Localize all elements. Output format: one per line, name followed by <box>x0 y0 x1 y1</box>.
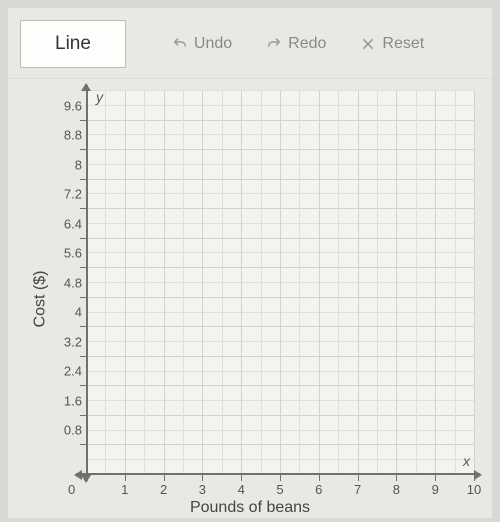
x-tick-label: 6 <box>315 482 322 497</box>
plot-region[interactable]: y x 0 123456789100.81.62.43.244.85.66.47… <box>86 91 474 475</box>
x-tick <box>202 475 203 481</box>
y-tick <box>80 356 86 357</box>
x-tick-label: 8 <box>393 482 400 497</box>
x-tick <box>319 475 320 481</box>
y-axis-label: Cost ($) <box>31 271 49 328</box>
close-icon <box>360 36 376 52</box>
y-tick-label: 8 <box>52 157 82 172</box>
x-axis-label: Pounds of beans <box>8 499 492 517</box>
y-tick-label: 0.8 <box>52 423 82 438</box>
grid-line-v <box>164 91 165 475</box>
chart-area: Cost ($) Pounds of beans y x 0 123456789… <box>8 79 492 519</box>
line-tool-button[interactable]: Line <box>20 20 126 68</box>
reset-label: Reset <box>382 35 424 53</box>
x-tick <box>280 475 281 481</box>
x-tick-label: 7 <box>354 482 361 497</box>
toolbar: Line Undo Redo Reset <box>8 8 492 79</box>
y-tick-label: 4 <box>52 305 82 320</box>
y-tick-label: 8.8 <box>52 128 82 143</box>
y-tick-label: 3.2 <box>52 334 82 349</box>
y-axis-line <box>86 85 88 481</box>
redo-button[interactable]: Redo <box>252 25 340 63</box>
y-axis-arrow-up <box>81 83 91 91</box>
grid-line-v <box>202 91 203 475</box>
x-tick <box>241 475 242 481</box>
grid-line-v <box>435 91 436 475</box>
y-tick <box>80 385 86 386</box>
y-tick <box>80 297 86 298</box>
y-axis-arrow-down <box>81 475 91 483</box>
grid-line-v <box>125 91 126 475</box>
grid-line-v <box>416 91 417 475</box>
redo-icon <box>266 36 282 52</box>
x-tick <box>396 475 397 481</box>
undo-label: Undo <box>194 35 232 53</box>
x-tick <box>164 475 165 481</box>
grid-line-v <box>358 91 359 475</box>
line-tool-label: Line <box>55 33 91 55</box>
undo-button[interactable]: Undo <box>158 25 246 63</box>
reset-button[interactable]: Reset <box>346 25 438 63</box>
y-tick <box>80 149 86 150</box>
y-tick-label: 9.6 <box>52 98 82 113</box>
grid-line-v <box>183 91 184 475</box>
x-tick <box>474 475 475 481</box>
x-tick <box>435 475 436 481</box>
x-tick-label: 9 <box>432 482 439 497</box>
y-tick <box>80 326 86 327</box>
x-tick-label: 4 <box>238 482 245 497</box>
grid-line-v <box>280 91 281 475</box>
y-tick <box>80 120 86 121</box>
grid-line-v <box>474 91 475 475</box>
x-tick-label: 1 <box>121 482 128 497</box>
grid-line-v <box>222 91 223 475</box>
x-axis-line <box>76 473 480 475</box>
redo-label: Redo <box>288 35 326 53</box>
y-tick <box>80 444 86 445</box>
grid-line-v <box>338 91 339 475</box>
grid-line-v <box>377 91 378 475</box>
x-tick <box>358 475 359 481</box>
x-tick <box>125 475 126 481</box>
grid-line-v <box>105 91 106 475</box>
y-tick <box>80 415 86 416</box>
x-axis-arrow-right <box>474 470 482 480</box>
y-tick-label: 6.4 <box>52 216 82 231</box>
undo-icon <box>172 36 188 52</box>
grid-line-v <box>396 91 397 475</box>
x-tick-label: 3 <box>199 482 206 497</box>
y-tick-label: 2.4 <box>52 364 82 379</box>
y-axis-letter: y <box>96 89 103 105</box>
y-tick-label: 4.8 <box>52 275 82 290</box>
y-tick-label: 1.6 <box>52 393 82 408</box>
y-tick <box>80 238 86 239</box>
y-tick <box>80 267 86 268</box>
x-tick-label: 5 <box>276 482 283 497</box>
grid-line-v <box>144 91 145 475</box>
origin-label: 0 <box>68 482 75 497</box>
grid-line-v <box>241 91 242 475</box>
y-tick-label: 5.6 <box>52 246 82 261</box>
y-tick <box>80 179 86 180</box>
y-tick-label: 7.2 <box>52 187 82 202</box>
y-tick <box>80 208 86 209</box>
grid-line-v <box>319 91 320 475</box>
grid-line-v <box>261 91 262 475</box>
x-axis-letter: x <box>463 453 470 469</box>
grid-line-v <box>299 91 300 475</box>
grid-line-v <box>455 91 456 475</box>
x-tick-label: 10 <box>467 482 481 497</box>
x-tick-label: 2 <box>160 482 167 497</box>
